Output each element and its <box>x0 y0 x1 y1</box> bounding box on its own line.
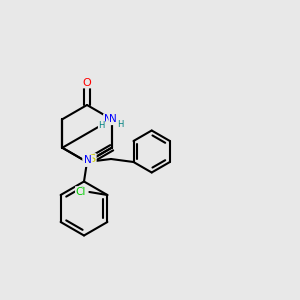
Text: Cl: Cl <box>76 187 86 197</box>
Text: H: H <box>99 121 105 130</box>
Text: N: N <box>104 114 112 124</box>
Text: O: O <box>82 77 91 88</box>
Text: N: N <box>109 114 117 124</box>
Text: N: N <box>83 156 91 166</box>
Text: N: N <box>84 155 92 166</box>
Text: S: S <box>88 154 96 164</box>
Text: H: H <box>117 120 123 129</box>
